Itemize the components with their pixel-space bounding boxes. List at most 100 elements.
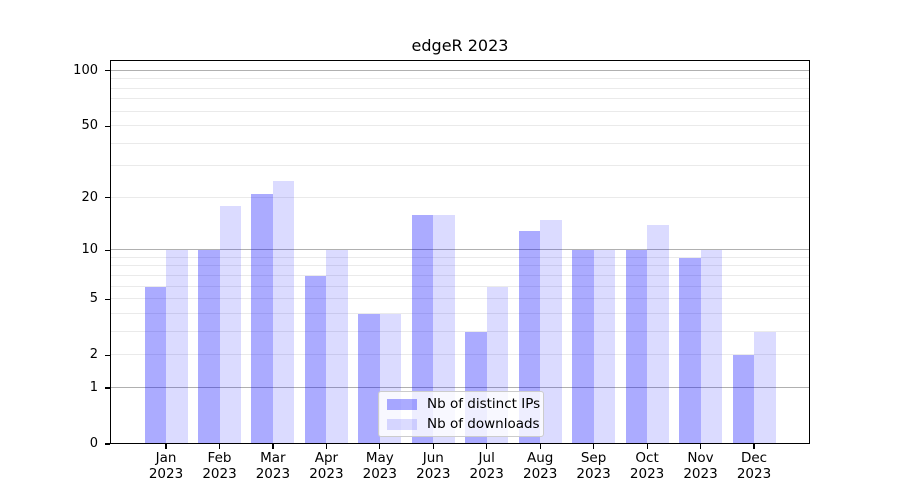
gridline-minor [110,165,810,167]
x-tick-mark [272,444,274,449]
gridline-minor [110,98,810,100]
x-tick-year: 2023 [629,465,665,482]
x-tick-label: Nov 2023 [669,450,733,482]
chart-title: edgeR 2023 [411,36,509,55]
x-tick-mark [539,444,541,449]
bar-downloads [219,205,241,444]
y-tick-mark [105,354,110,356]
gridline-minor [110,110,810,112]
x-tick-mark [432,444,434,449]
bar-downloads [593,250,616,444]
bar-downloads [754,331,776,444]
x-tick-label: Jan 2023 [134,450,198,482]
x-tick-label: Feb 2023 [188,450,252,482]
gridline-minor [110,274,810,276]
x-tick-mark [325,444,328,449]
gridline-minor [110,196,810,198]
x-tick-month: Aug [527,450,554,466]
y-tick-mark [105,125,110,127]
gridline-major [110,249,810,251]
legend-label-distinct-ips: Nb of distinct IPs [427,396,541,412]
x-tick-year: 2023 [416,465,451,482]
x-tick-month: Feb [207,450,232,466]
x-tick-year: 2023 [309,465,344,482]
gridline-minor [110,265,810,267]
x-tick-mark [699,444,702,449]
y-tick-label: 20 [81,189,98,205]
x-tick-month: Jun [422,450,444,466]
legend-item-downloads: Nb of downloads [387,416,540,432]
gridline-minor [110,298,810,300]
gridline-minor [110,354,810,356]
x-tick-month: Dec [740,450,768,466]
bar-distinct-ips [572,250,594,444]
plot-area [110,60,810,444]
y-tick-mark [105,298,110,300]
legend-item-distinct-ips: Nb of distinct IPs [387,396,540,412]
y-tick-mark [105,443,110,445]
y-tick-label: 100 [73,62,98,78]
x-tick-year: 2023 [576,465,611,482]
x-tick-mark [218,444,221,449]
y-tick-label: 50 [81,118,98,134]
y-tick-label: 1 [89,380,98,395]
gridline-minor [110,330,810,332]
y-tick-mark [105,197,110,199]
legend-swatch-downloads-icon [387,418,417,430]
x-tick-year: 2023 [523,465,558,482]
x-tick-label: Aug 2023 [508,450,572,482]
y-tick-label: 2 [89,347,98,363]
gridline-minor [110,78,810,80]
x-tick-year: 2023 [469,465,504,482]
bar-distinct-ips [198,250,220,444]
gridline-minor [110,285,810,287]
x-tick-label: Apr 2023 [294,450,358,482]
bar-downloads [540,219,562,444]
x-tick-month: Apr [314,450,339,466]
x-tick-label: Mar 2023 [241,450,305,482]
x-tick-mark [379,444,381,449]
y-tick-label: 0 [89,436,98,451]
x-tick-year: 2023 [683,465,718,482]
gridline-minor [110,125,810,127]
x-tick-label: Sep 2023 [562,450,626,482]
x-tick-month: Sep [580,450,607,466]
bar-distinct-ips [144,286,166,444]
x-tick-mark [165,444,167,449]
gridline-minor [110,87,810,89]
y-tick-mark [105,249,110,251]
x-tick-month: Mar [260,450,286,466]
bar-distinct-ips [518,230,541,444]
x-tick-mark [486,444,488,449]
gridline-minor [110,312,810,314]
x-tick-mark [646,444,648,449]
y-tick-label: 5 [89,291,98,307]
gridline-minor [110,256,810,258]
x-tick-mark [593,444,595,449]
y-tick-mark [105,70,110,72]
legend: Nb of distinct IPs Nb of downloads [378,391,544,437]
bar-downloads [433,214,455,444]
x-tick-month: Nov [687,450,714,466]
y-tick-mark [105,387,110,389]
gridline-major [110,387,810,388]
x-tick-label: Jul 2023 [455,450,519,482]
y-tick-label: 10 [81,242,98,258]
bar-downloads [647,225,669,444]
bar-distinct-ips [732,355,754,444]
legend-swatch-distinct-ips-icon [387,398,417,410]
x-tick-year: 2023 [736,465,772,482]
x-tick-label: May 2023 [348,450,412,482]
x-tick-mark [753,444,755,449]
bar-distinct-ips [679,257,701,444]
bar-downloads [166,250,188,444]
x-tick-month: Jul [478,450,495,466]
x-tick-year: 2023 [362,465,397,482]
legend-label-downloads: Nb of downloads [427,416,540,432]
bar-distinct-ips [304,275,327,444]
bar-distinct-ips [358,313,380,444]
x-tick-month: Jan [155,450,177,466]
bar-distinct-ips [411,214,434,444]
bar-downloads [326,250,348,444]
